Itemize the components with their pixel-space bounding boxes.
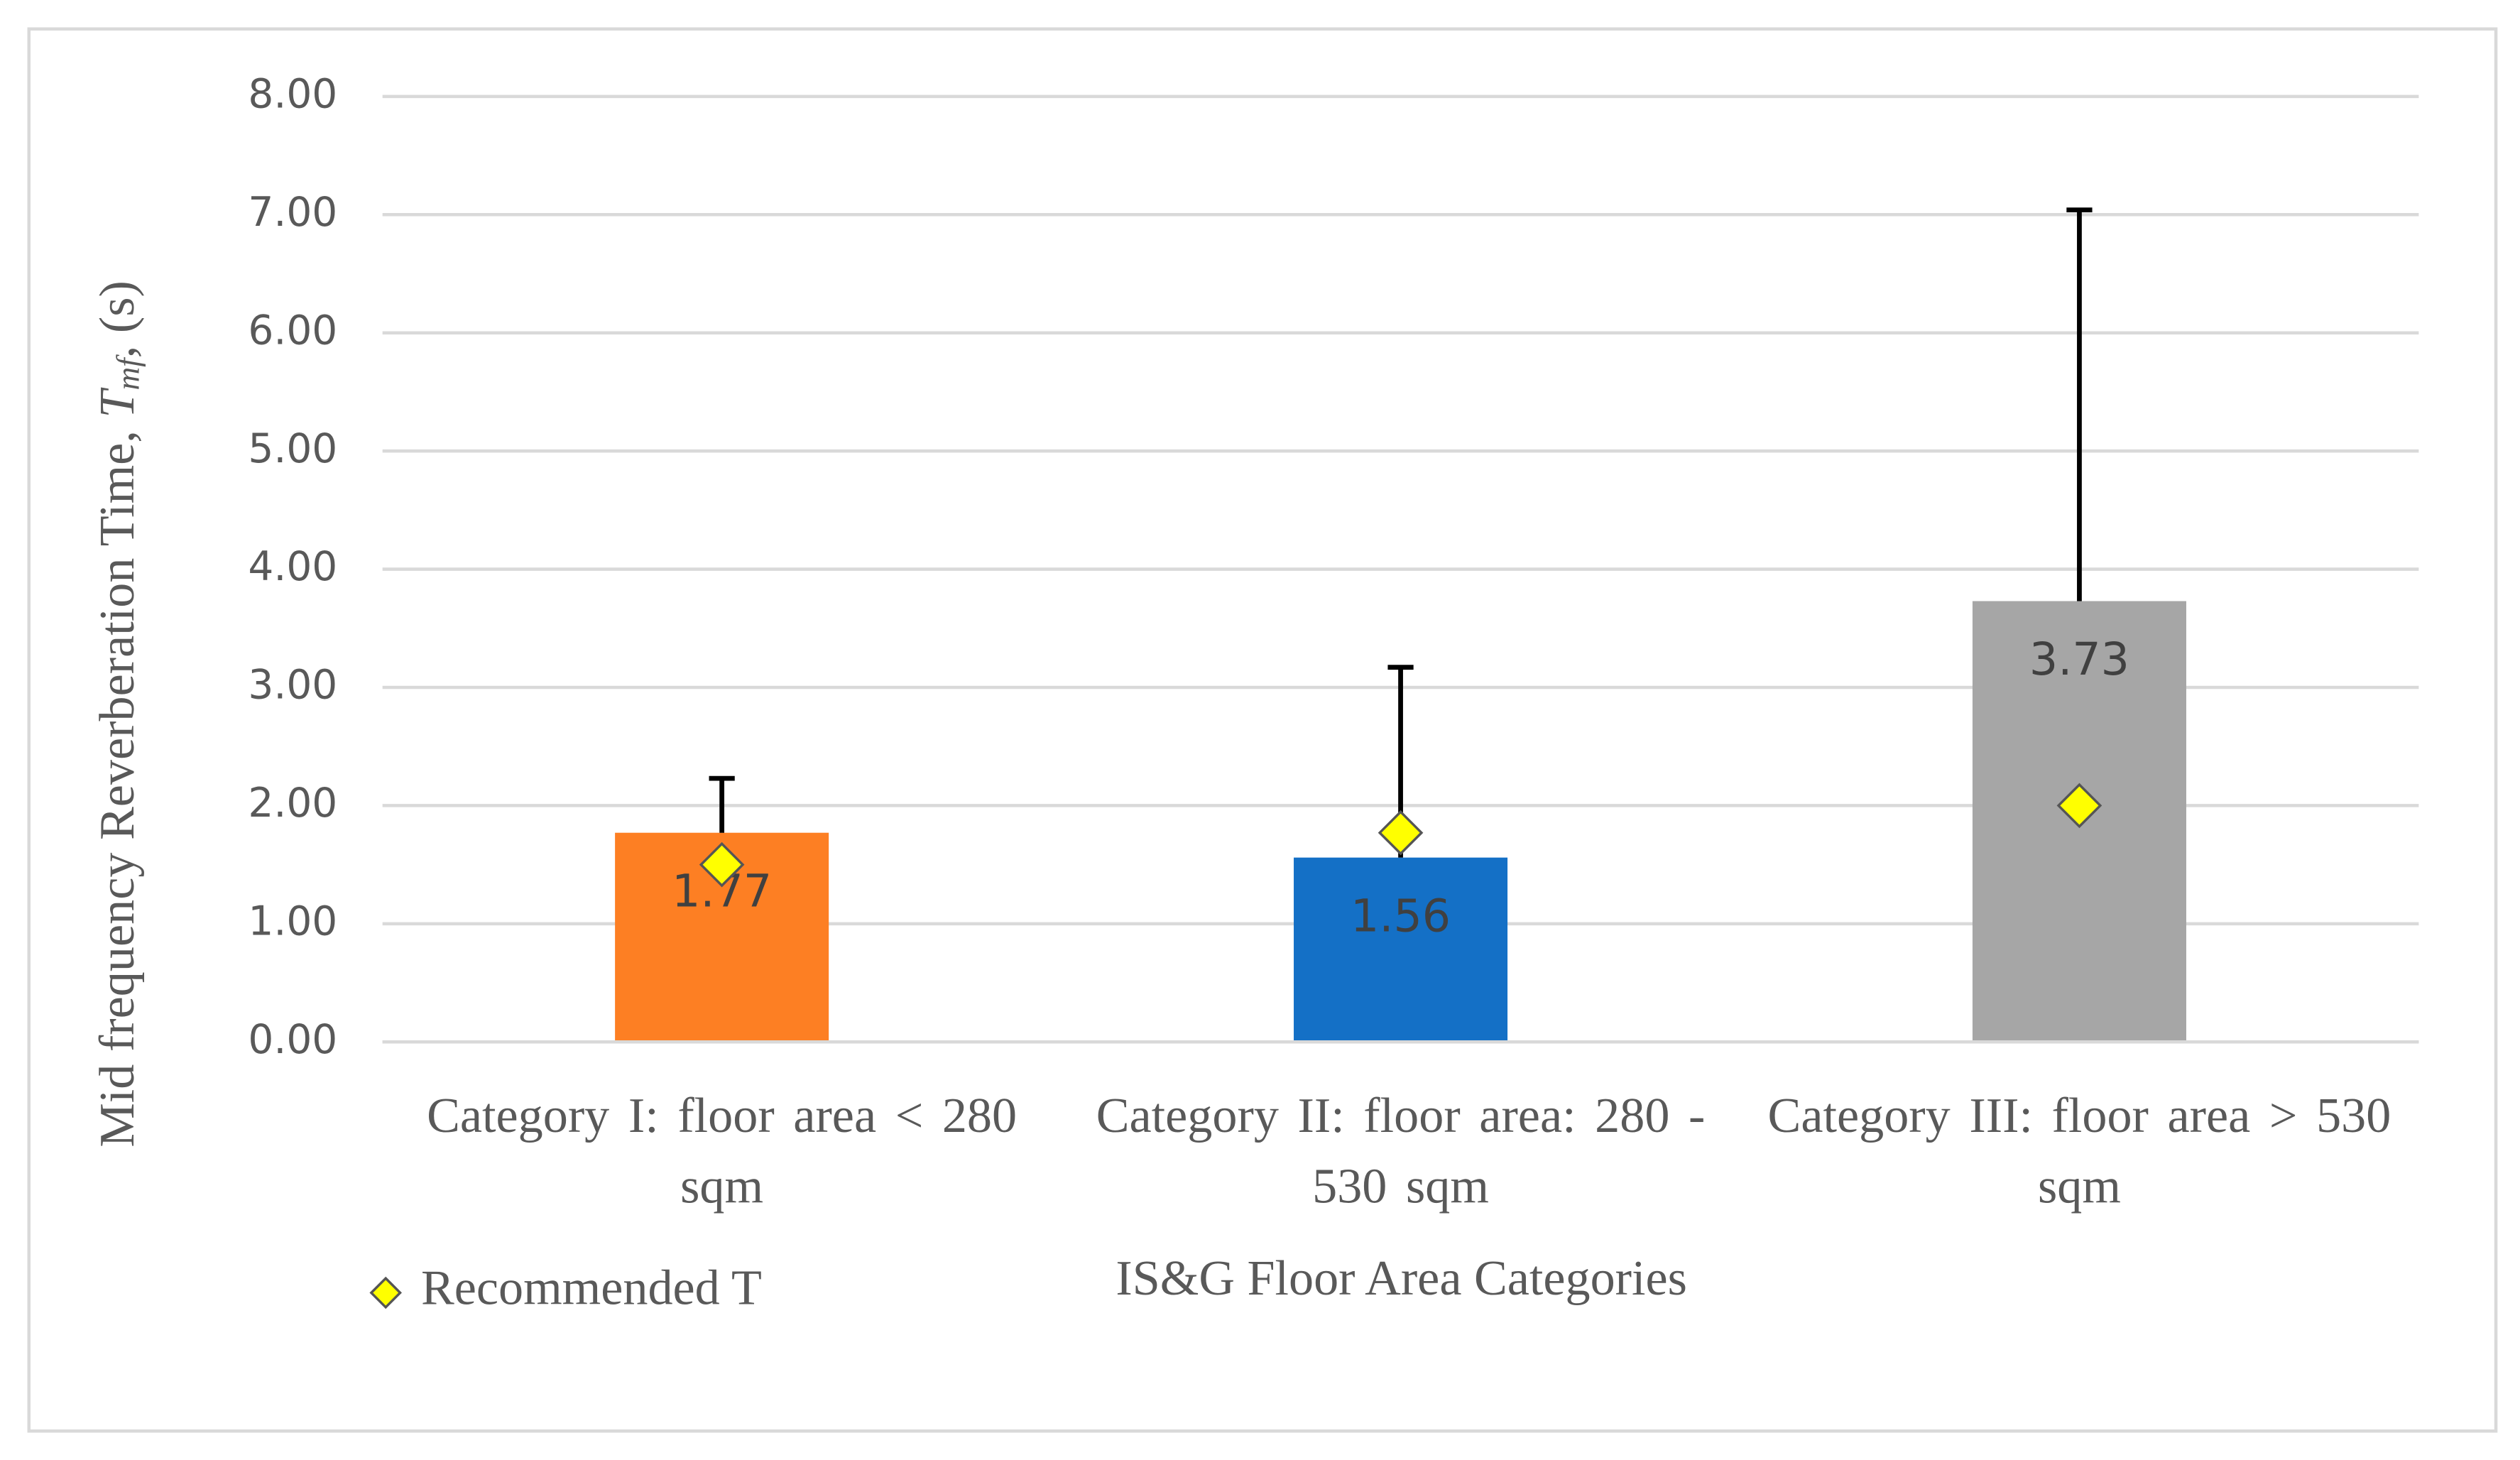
recommended-marker: [699, 841, 745, 888]
y-tick-label: 3.00: [248, 662, 337, 709]
y-tick-label: 6.00: [248, 307, 337, 354]
error-bar: [2066, 207, 2093, 601]
y-tick-label: 7.00: [248, 189, 337, 236]
x-tick-label: Category I: floor area < 280 sqm: [427, 1086, 1018, 1214]
x-axis-title: IS&G Floor Area Categories: [1116, 1251, 1687, 1306]
y-tick-label: 5.00: [248, 425, 337, 472]
recommended-marker: [1378, 810, 1424, 856]
y-tick-label: 0.00: [248, 1016, 337, 1063]
y-axis-title-text: Mid frequency Reverberation Time,: [89, 418, 145, 1148]
value-label: 3.73: [2029, 633, 2129, 685]
y-axis-title-subscript: mf: [111, 354, 146, 391]
y-axis-title: Mid frequency Reverberation Time, Tmf, (…: [89, 280, 146, 1147]
y-tick-label: 2.00: [248, 780, 337, 827]
legend-label: Recommended T: [421, 1260, 762, 1316]
x-tick-label: Category II: floor area: 280 - 530 sqm: [1096, 1086, 1706, 1214]
y-axis-title-unit: , (s): [89, 280, 145, 358]
legend: Recommended T: [421, 1260, 762, 1316]
bar: [1294, 857, 1508, 1042]
x-tick-label: Category III: floor area > 530 sqm: [1767, 1086, 2391, 1214]
y-axis-title-symbol: T: [89, 387, 145, 418]
y-tick-label: 1.00: [248, 898, 337, 944]
y-tick-label: 8.00: [248, 70, 337, 117]
x-tick-label-box: Category II: floor area: 280 - 530 sqm: [1096, 1086, 1706, 1214]
x-tick-label-box: Category III: floor area > 530 sqm: [1767, 1086, 2391, 1214]
y-tick-label: 4.00: [248, 543, 337, 590]
value-label: 1.56: [1351, 889, 1451, 942]
error-bar: [709, 775, 735, 833]
legend-marker: [369, 1276, 402, 1309]
recommended-marker: [2056, 783, 2102, 829]
x-tick-label-box: Category I: floor area < 280 sqm: [427, 1086, 1018, 1214]
